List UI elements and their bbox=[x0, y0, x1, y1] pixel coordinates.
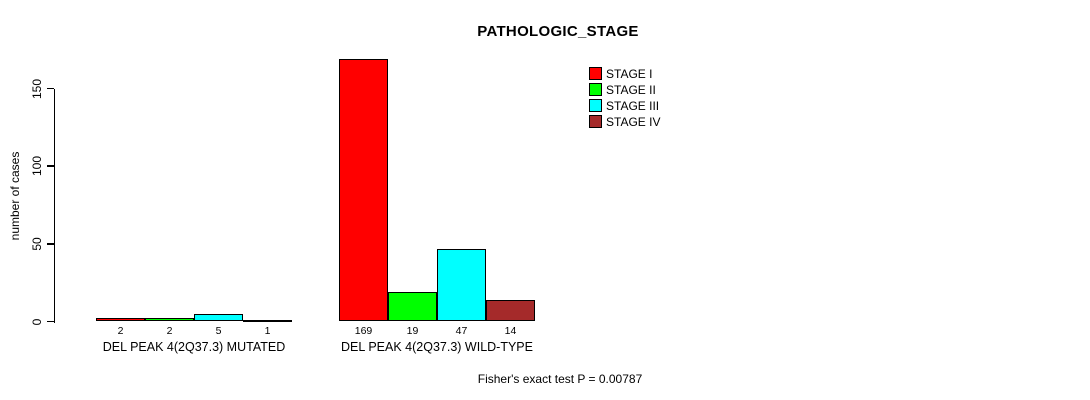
x-category-label: DEL PEAK 4(2Q37.3) WILD-TYPE bbox=[341, 340, 533, 354]
y-axis-tick bbox=[46, 320, 54, 323]
bar-value-label: 14 bbox=[504, 325, 517, 337]
bar-stage-iv-del-peak-4-2q37-3-wild-type bbox=[486, 299, 535, 322]
y-axis-label: number of cases bbox=[8, 151, 22, 241]
y-axis-tick-label: 50 bbox=[30, 237, 44, 251]
bar-stage-iii-del-peak-4-2q37-3-wild-type bbox=[437, 248, 486, 322]
bar-stage-i-del-peak-4-2q37-3-wild-type bbox=[339, 59, 388, 322]
y-axis-tick bbox=[46, 87, 54, 90]
legend-swatch-stage-iii bbox=[589, 99, 602, 112]
y-axis-tick-label: 0 bbox=[30, 318, 44, 325]
bar-stage-ii-del-peak-4-2q37-3-wild-type bbox=[388, 291, 437, 322]
bar-value-label: 19 bbox=[406, 325, 419, 337]
legend-label: STAGE IV bbox=[606, 115, 661, 129]
bar-stage-ii-del-peak-4-2q37-3-mutated bbox=[145, 318, 194, 322]
y-axis-tick bbox=[46, 243, 54, 245]
y-axis-tick-label: 150 bbox=[30, 78, 44, 99]
legend-swatch-stage-iv bbox=[589, 115, 602, 128]
bar-stage-i-del-peak-4-2q37-3-mutated bbox=[96, 318, 145, 322]
y-axis-line bbox=[53, 88, 55, 323]
bar-stage-iv-del-peak-4-2q37-3-mutated bbox=[243, 319, 292, 322]
bar-value-label: 1 bbox=[264, 325, 271, 337]
chart-title: PATHOLOGIC_STAGE bbox=[477, 23, 639, 40]
bar-value-label: 5 bbox=[215, 325, 222, 337]
annotation-text: Fisher's exact test P = 0.00787 bbox=[477, 372, 643, 386]
legend-swatch-stage-ii bbox=[589, 83, 602, 96]
legend-swatch-stage-i bbox=[589, 67, 602, 80]
y-axis-tick bbox=[46, 165, 54, 167]
bar-value-label: 2 bbox=[117, 325, 124, 337]
legend-label: STAGE II bbox=[606, 83, 656, 97]
x-category-label: DEL PEAK 4(2Q37.3) MUTATED bbox=[102, 340, 286, 354]
legend-label: STAGE III bbox=[606, 99, 660, 113]
bar-value-label: 169 bbox=[354, 325, 373, 337]
legend-label: STAGE I bbox=[606, 67, 653, 81]
bar-value-label: 47 bbox=[455, 325, 468, 337]
y-axis-tick-label: 100 bbox=[30, 156, 44, 177]
bar-value-label: 2 bbox=[166, 325, 173, 337]
bar-stage-iii-del-peak-4-2q37-3-mutated bbox=[194, 313, 243, 322]
